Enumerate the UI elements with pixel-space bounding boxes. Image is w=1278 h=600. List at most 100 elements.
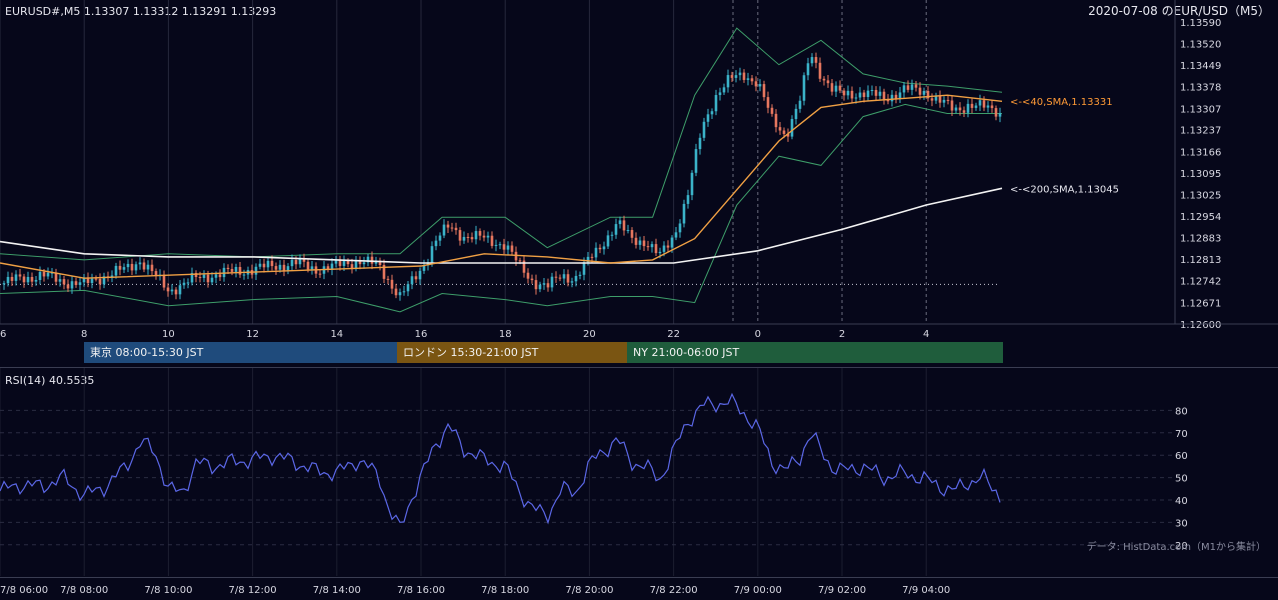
candle-body [934,95,938,101]
candle-body [606,235,610,247]
candle-body [834,85,838,92]
price-tick-label: 1.13025 [1180,190,1221,201]
candle-body [10,276,14,281]
price-chart[interactable]: 1.13590 1.13520 1.13449 1.13378 1.13307 1.132… [0,0,1278,340]
candle-body [954,107,958,111]
price-tick-label: 1.13237 [1180,126,1221,137]
candle-body [822,78,826,81]
candle-body [998,113,1002,117]
candle-body [442,224,446,236]
candle-body [938,95,942,103]
candle-body [886,99,890,102]
candle-body [730,75,734,78]
candle-body [26,276,30,283]
time-tick-label: 7/8 20:00 [565,585,613,596]
price-tick-label: 1.13590 [1180,18,1221,29]
candle-body [382,265,386,279]
price-tick-label: 1.12954 [1180,212,1221,223]
candle-body [682,203,686,224]
rsi-grid [0,368,1175,576]
candle-body [258,263,262,267]
candle-body [274,266,278,270]
candle-body [490,235,494,246]
candle-body [742,72,746,80]
time-axis-labels: 7/8 06:00 7/8 08:00 7/8 10:00 7/8 12:00 7/8 … [0,585,950,596]
rsi-label: RSI(14) 40.5535 [5,374,95,387]
candle-body [362,262,366,265]
candle-body [226,267,230,269]
candle-body [326,266,330,270]
candle-body [634,237,638,245]
candle-body [778,127,782,131]
session-ny-label: NY 21:00-06:00 JST [633,346,740,359]
candle-body [290,260,294,267]
time-tick-label: 7/8 12:00 [229,585,277,596]
rsi-axis: 80 70 60 50 40 30 20 [1175,406,1188,551]
time-tick-label: 7/8 08:00 [60,585,108,596]
candle-body [874,90,878,96]
rsi-tick-label: 80 [1175,406,1188,417]
candle-body [746,78,750,80]
candle-body [966,103,970,113]
candle-body [262,263,266,268]
hour-tick-label: 0 [755,329,761,340]
session-ny: NY 21:00-06:00 JST [627,342,1003,363]
candle-body [714,95,718,112]
candle-body [718,92,722,96]
candle-body [454,227,458,231]
candle-body [418,270,422,280]
candle-body [898,92,902,99]
candle-body [22,276,26,283]
bollinger-bands [0,27,1003,313]
candle-body [958,107,962,111]
candle-body [358,260,362,265]
price-tick-label: 1.13095 [1180,169,1221,180]
candle-body [402,291,406,293]
candle-body [734,75,738,78]
candle-body [122,267,126,270]
price-tick-label: 1.12813 [1180,255,1221,266]
candle-body [626,230,630,232]
candle-body [190,273,194,283]
candle-body [90,278,94,283]
candle-body [194,273,198,278]
symbol-info: EURUSD#,M5 1.13307 1.13312 1.13291 1.132… [5,5,277,18]
candle-body [846,90,850,96]
time-tick-label: 7/8 18:00 [481,585,529,596]
candle-body [38,271,42,280]
rsi-tick-label: 70 [1175,429,1188,440]
candle-body [234,266,238,272]
candle-body [470,237,474,240]
candle-body [514,251,518,261]
candle-body [134,264,138,271]
candle-body [310,266,314,270]
candle-body [610,234,614,236]
candle-body [318,273,322,275]
hour-axis: 6 8 10 12 14 16 18 20 22 0 2 4 [0,323,1278,340]
rsi-chart[interactable]: 80 70 60 50 40 30 20 [0,368,1278,578]
candle-body [102,276,106,285]
candle-body [74,281,78,285]
session-london: ロンドン 15:30-21:00 JST [397,342,627,363]
candle-body [982,100,986,108]
time-tick-label: 7/8 14:00 [313,585,361,596]
candle-body [838,85,842,91]
session-london-label: ロンドン 15:30-21:00 JST [403,346,539,359]
hour-tick-label: 16 [415,329,428,340]
candle-body [554,276,558,278]
candle-body [346,260,350,265]
candle-body [666,245,670,248]
candle-body [566,274,570,283]
candle-body [162,274,166,288]
candle-body [294,260,298,265]
candle-body [622,220,626,231]
candle-body [574,275,578,282]
candle-body [334,260,338,264]
candle-body [430,246,434,263]
candle-body [990,105,994,109]
candle-body [18,274,22,277]
candle-body [270,260,274,267]
hour-tick-label: 12 [246,329,259,340]
candle-body [806,63,810,76]
rsi-tick-label: 40 [1175,496,1188,507]
